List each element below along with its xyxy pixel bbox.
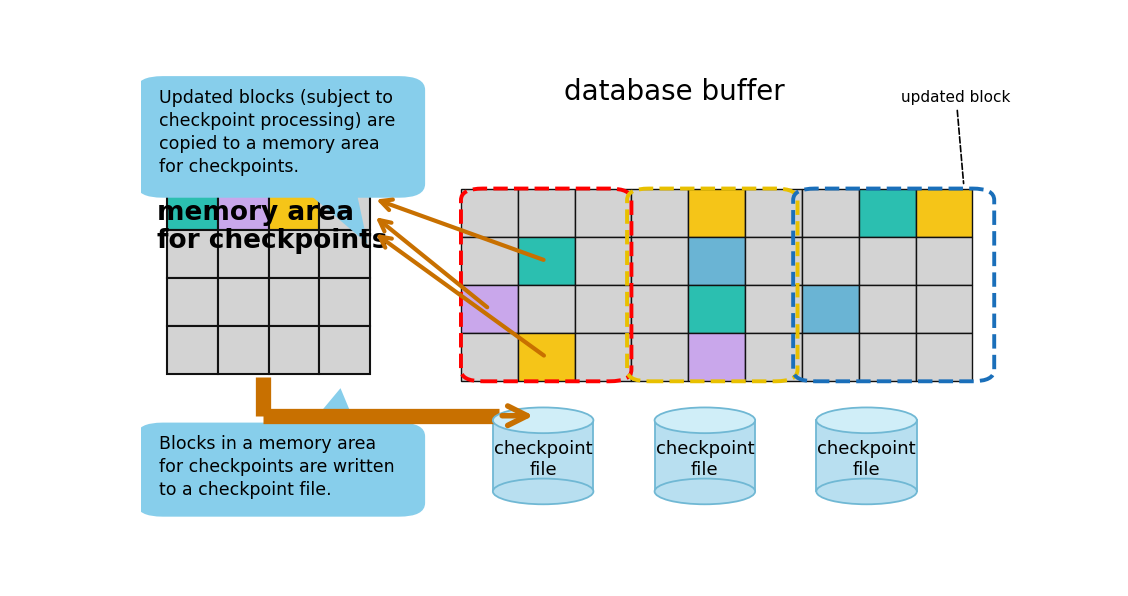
Bar	[858, 333, 916, 381]
Ellipse shape	[817, 479, 917, 504]
Polygon shape	[308, 388, 356, 427]
Bar	[632, 237, 688, 285]
Bar	[746, 285, 802, 333]
Bar	[493, 420, 593, 492]
Bar	[167, 278, 218, 326]
Bar	[518, 188, 574, 237]
Bar	[574, 188, 632, 237]
Bar	[574, 333, 632, 381]
Bar	[654, 420, 755, 492]
Bar	[802, 188, 858, 237]
Bar	[688, 285, 746, 333]
Ellipse shape	[817, 408, 917, 433]
Text: memory area
for checkpoints: memory area for checkpoints	[157, 200, 387, 254]
Bar	[319, 230, 370, 278]
Text: checkpoint
file: checkpoint file	[818, 440, 916, 479]
Bar	[518, 333, 574, 381]
Bar	[218, 182, 268, 230]
Polygon shape	[308, 193, 368, 244]
Bar	[218, 326, 268, 374]
Bar	[574, 237, 632, 285]
Bar	[688, 333, 746, 381]
Bar	[268, 278, 319, 326]
Bar	[518, 237, 574, 285]
Bar	[218, 278, 268, 326]
Bar	[802, 285, 858, 333]
Ellipse shape	[654, 479, 755, 504]
Bar	[268, 230, 319, 278]
Bar	[632, 188, 688, 237]
Bar	[461, 237, 518, 285]
Bar	[461, 285, 518, 333]
Ellipse shape	[493, 479, 593, 504]
Bar	[916, 237, 972, 285]
Bar	[218, 230, 268, 278]
Bar	[167, 230, 218, 278]
Text: checkpoint
file: checkpoint file	[494, 440, 592, 479]
Text: Updated blocks (subject to
checkpoint processing) are
copied to a memory area
fo: Updated blocks (subject to checkpoint pr…	[159, 89, 396, 176]
Bar	[319, 326, 370, 374]
Text: Blocks in a memory area
for checkpoints are written
to a checkpoint file.: Blocks in a memory area for checkpoints …	[159, 436, 395, 499]
Bar	[167, 326, 218, 374]
Bar	[916, 333, 972, 381]
Bar	[574, 285, 632, 333]
Bar	[858, 285, 916, 333]
Bar	[167, 182, 218, 230]
Bar	[688, 237, 746, 285]
Bar	[802, 333, 858, 381]
Bar	[916, 188, 972, 237]
Bar	[268, 182, 319, 230]
Bar	[688, 188, 746, 237]
Bar	[746, 237, 802, 285]
Bar	[632, 285, 688, 333]
Bar	[858, 188, 916, 237]
Bar	[746, 333, 802, 381]
Bar	[632, 333, 688, 381]
Bar	[916, 285, 972, 333]
Bar	[802, 237, 858, 285]
Text: checkpoint
file: checkpoint file	[655, 440, 755, 479]
Bar	[319, 278, 370, 326]
Bar	[461, 188, 518, 237]
Bar	[268, 326, 319, 374]
Bar	[319, 182, 370, 230]
FancyBboxPatch shape	[136, 76, 425, 198]
Bar	[817, 420, 917, 492]
Bar	[461, 333, 518, 381]
Bar	[746, 188, 802, 237]
Text: database buffer: database buffer	[564, 79, 785, 107]
Ellipse shape	[654, 408, 755, 433]
Bar	[518, 285, 574, 333]
FancyBboxPatch shape	[136, 423, 425, 517]
Bar	[858, 237, 916, 285]
Ellipse shape	[493, 408, 593, 433]
Text: updated block: updated block	[901, 90, 1011, 184]
